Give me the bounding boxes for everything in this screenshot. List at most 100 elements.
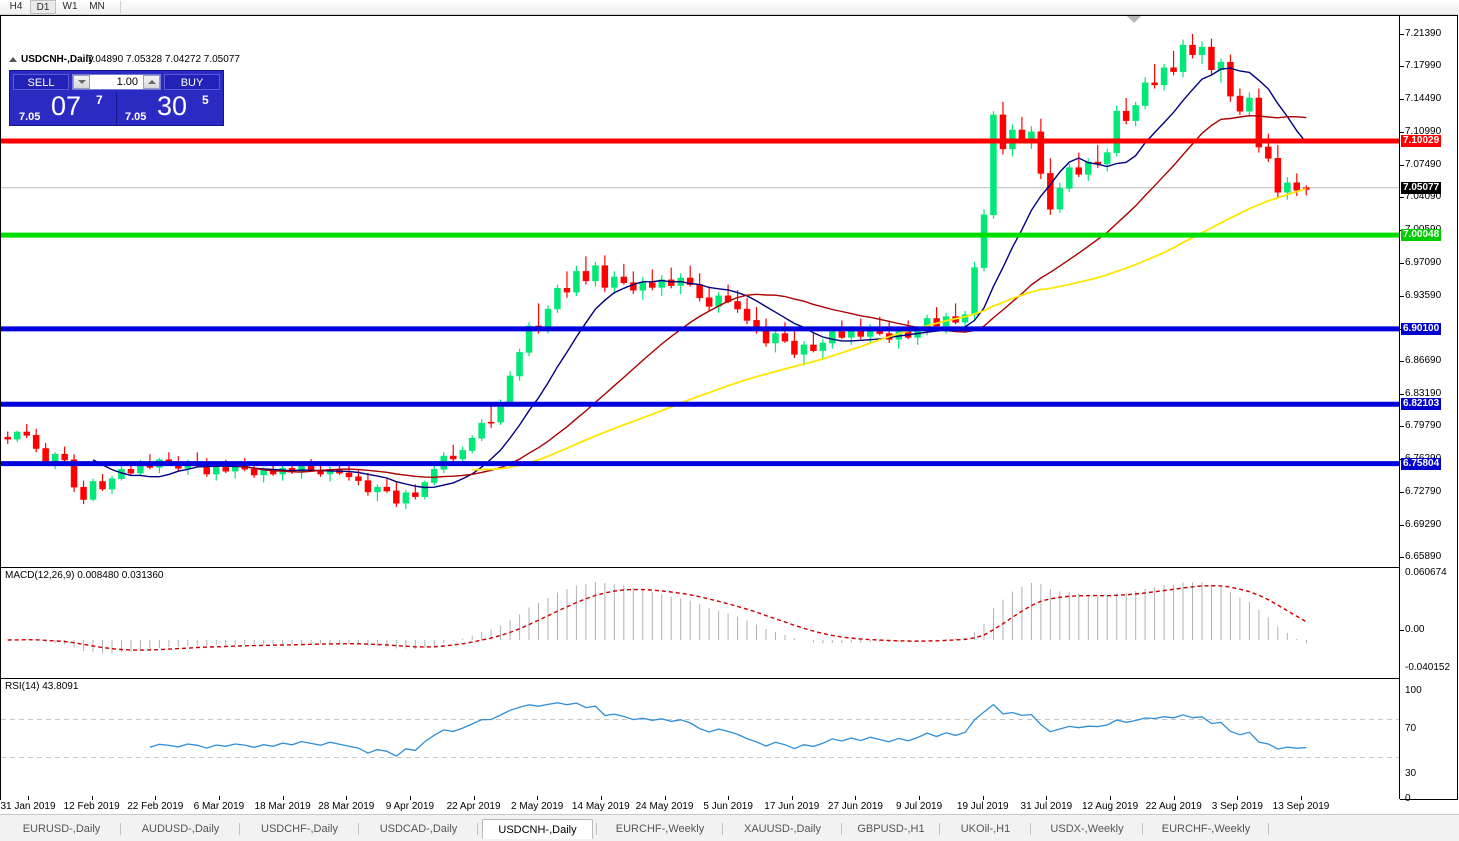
price-axis-label: 6.86690 <box>1405 354 1442 366</box>
date-tick <box>728 796 730 800</box>
chart-tab-eurchf--weekly[interactable]: EURCHF-,Weekly <box>1161 823 1251 835</box>
rsi-axis-label: 30 <box>1405 768 1417 779</box>
date-tick <box>1046 796 1048 800</box>
date-axis-label: 31 Jul 2019 <box>1020 801 1073 812</box>
date-axis-label: 18 Mar 2019 <box>254 801 311 812</box>
date-tick <box>218 796 220 800</box>
date-tick <box>409 796 411 800</box>
chart-tab-usdcnh--daily[interactable]: USDCNH-,Daily <box>482 819 593 839</box>
price-tag-level[interactable]: 6.90100 <box>1401 322 1442 335</box>
date-axis-label: 6 Mar 2019 <box>193 801 245 812</box>
date-axis-label: 17 Jun 2019 <box>764 801 820 812</box>
chart-tab-usdx--weekly[interactable]: USDX-,Weekly <box>1050 823 1124 835</box>
price-axis-label: 7.07490 <box>1405 158 1442 170</box>
price-tag-resistance[interactable]: 7.10029 <box>1401 135 1442 148</box>
price-tag-level[interactable]: 6.82103 <box>1401 398 1442 411</box>
date-axis-label: 14 May 2019 <box>571 801 630 812</box>
tab-divider <box>841 823 842 835</box>
macd-title: MACD(12,26,9) 0.008480 0.031360 <box>5 570 164 581</box>
price-axis-label: 6.69290 <box>1405 518 1442 530</box>
tab-divider <box>1030 823 1031 835</box>
macd-axis-label: 0.00 <box>1405 624 1425 635</box>
macd-pane[interactable]: MACD(12,26,9) 0.008480 0.031360 <box>1 567 1400 678</box>
sell-price-quote[interactable]: 7.05 07 7 <box>13 91 116 125</box>
price-axis-label: 6.72790 <box>1405 485 1442 497</box>
date-axis-label: 19 Jul 2019 <box>956 801 1009 812</box>
chart-tab-eurusd--daily[interactable]: EURUSD-,Daily <box>22 823 101 835</box>
date-tick <box>282 796 284 800</box>
buy-button[interactable]: BUY <box>164 74 220 90</box>
date-axis-label: 31 Jan 2019 <box>0 801 56 812</box>
date-tick <box>28 796 29 800</box>
date-axis-label: 13 Sep 2019 <box>1272 801 1330 812</box>
price-axis-label: 7.21390 <box>1405 28 1442 39</box>
volume-decrement-button[interactable] <box>73 75 90 89</box>
volume-stepper[interactable]: 1.00 <box>72 74 161 90</box>
date-tick <box>473 796 475 800</box>
price-tick <box>1400 426 1404 427</box>
price-axis-label: 7.04090 <box>1405 191 1442 203</box>
symbol-label: USDCNH-,Daily <box>21 54 94 65</box>
tab-divider <box>596 823 597 835</box>
timeframe-w1[interactable]: W1 <box>62 1 78 12</box>
price-tag-level[interactable]: 6.75804 <box>1401 457 1442 470</box>
date-tick <box>919 796 921 800</box>
chart-tab-ukoil--h1[interactable]: UKOil-,H1 <box>960 823 1011 835</box>
sell-price-prefix: 7.05 <box>19 111 41 123</box>
chart-frame: MACD(12,26,9) 0.008480 0.031360 RSI(14) … <box>0 15 1458 815</box>
tab-divider <box>239 823 240 835</box>
chart-tab-eurchf--weekly[interactable]: EURCHF-,Weekly <box>615 823 705 835</box>
price-tick <box>1400 262 1404 264</box>
rsi-pane[interactable]: RSI(14) 43.8091 <box>1 678 1400 800</box>
price-tick <box>1400 197 1404 199</box>
price-tick <box>1400 557 1404 558</box>
date-axis-label: 27 Jun 2019 <box>827 801 883 812</box>
timeframe-d1[interactable]: D1 <box>30 0 56 14</box>
price-tag-support[interactable]: 7.00048 <box>1401 229 1442 242</box>
price-axis-label: 7.10990 <box>1405 126 1442 137</box>
one-click-trading-panel: USDCNH-,Daily 7.04890 7.05328 7.04272 7.… <box>9 54 240 126</box>
date-axis-label: 12 Feb 2019 <box>63 801 120 812</box>
price-axis[interactable]: 7.21390 7.17990 7.14490 7.10990 7.07490 7.040… <box>1399 16 1457 804</box>
chart-tab-gbpusd--h1[interactable]: GBPUSD-,H1 <box>857 823 925 835</box>
date-tick <box>155 796 157 800</box>
macd-axis-label: -0.040152 <box>1405 662 1451 673</box>
tab-divider <box>358 823 359 835</box>
buy-price-fraction: 5 <box>202 93 209 107</box>
price-tick <box>1400 491 1404 493</box>
price-axis-label: 6.83190 <box>1405 387 1442 399</box>
chart-tab-xauusd--daily[interactable]: XAUUSD-,Daily <box>743 823 821 835</box>
tab-divider <box>1268 823 1269 835</box>
sell-button[interactable]: SELL <box>13 74 69 90</box>
sell-price-main: 07 <box>51 91 82 121</box>
timeframe-h4[interactable]: H4 <box>9 1 23 12</box>
rsi-axis-label: 0 <box>1405 793 1411 804</box>
scroll-position-marker[interactable] <box>1127 16 1141 23</box>
price-axis-label: 6.79790 <box>1405 420 1442 431</box>
timeframe-mn[interactable]: MN <box>89 1 105 12</box>
collapse-arrow-icon[interactable] <box>9 57 17 62</box>
buy-price-main: 30 <box>157 91 188 121</box>
date-tick <box>1237 796 1239 800</box>
tab-divider <box>120 823 121 835</box>
chart-tab-usdchf--daily[interactable]: USDCHF-,Daily <box>261 823 338 835</box>
chart-tab-usdcad--daily[interactable]: USDCAD-,Daily <box>379 823 458 835</box>
chevron-up-icon <box>147 80 156 84</box>
price-tick <box>1400 34 1404 35</box>
buy-price-quote[interactable]: 7.05 30 5 <box>119 91 222 125</box>
date-axis-label: 9 Jul 2019 <box>896 801 943 812</box>
timeframe-toolbar: H4 D1 W1 MN <box>0 0 1459 15</box>
date-axis-label: 12 Aug 2019 <box>1081 801 1139 812</box>
date-tick <box>1301 796 1302 800</box>
chart-tab-audusd--daily[interactable]: AUDUSD-,Daily <box>141 823 220 835</box>
chevron-down-icon <box>77 80 86 84</box>
volume-value[interactable]: 1.00 <box>116 76 138 88</box>
price-plot <box>1 33 1400 509</box>
price-tag-last-price[interactable]: 7.05077 <box>1401 181 1442 194</box>
tab-divider <box>1142 823 1143 835</box>
volume-increment-button[interactable] <box>143 75 160 89</box>
price-pane[interactable] <box>1 16 1400 566</box>
price-tick <box>1400 99 1404 101</box>
price-axis-label: 6.93590 <box>1405 289 1442 301</box>
date-axis-label: 5 Jun 2019 <box>703 801 753 812</box>
